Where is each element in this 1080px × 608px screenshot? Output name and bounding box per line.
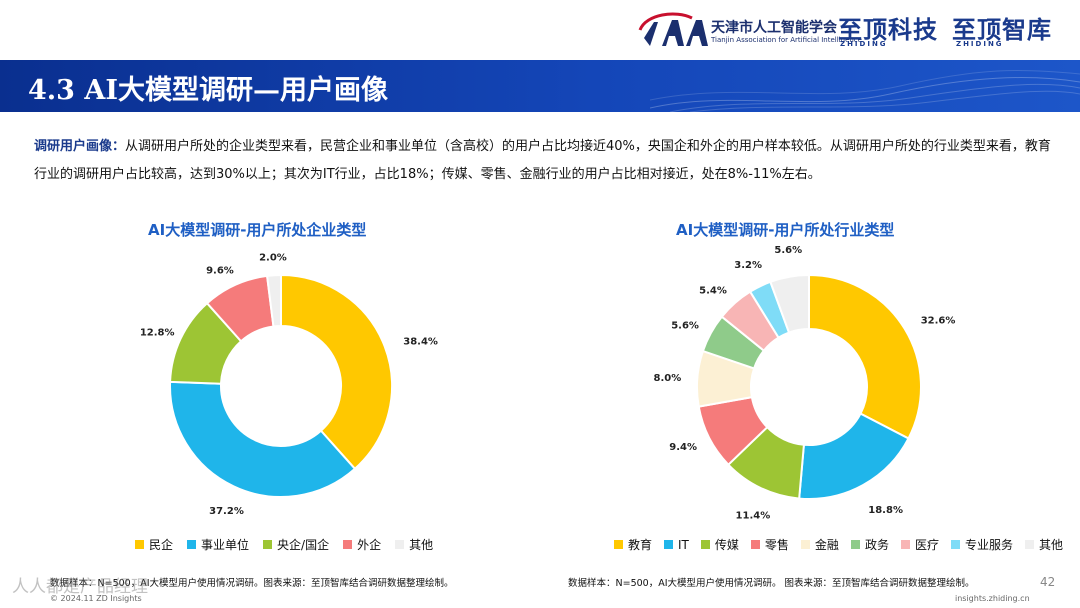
legend-swatch	[850, 540, 860, 549]
legend-label: 政务	[864, 538, 889, 552]
legend-item-民企: 民企	[135, 536, 173, 553]
legend-label: 民企	[149, 538, 174, 552]
legend-label: 传媒	[714, 538, 739, 552]
description-text: 从调研用户所处的企业类型来看，民营企业和事业单位（含高校）的用户占比均接近40%…	[34, 139, 1051, 182]
data-label-零售: 9.4%	[669, 442, 697, 453]
slice-民企	[280, 273, 393, 471]
page-number: 42	[1040, 575, 1056, 589]
data-label-其他: 2.0%	[259, 252, 287, 263]
legend-item-外企: 外企	[343, 536, 381, 553]
taai-logo	[638, 12, 708, 46]
legend-swatch	[900, 540, 910, 549]
slice-教育	[808, 273, 922, 440]
copyright: © 2024.11 ZD Insights	[50, 594, 142, 603]
legend-swatch	[343, 540, 353, 549]
brand-zhiding-tech: 至顶科技	[838, 16, 938, 44]
data-label-事业单位: 37.2%	[209, 506, 244, 517]
data-label-教育: 32.6%	[921, 315, 956, 326]
legend-swatch	[614, 540, 623, 549]
legend-item-专业服务: 专业服务	[950, 536, 1013, 553]
slice-其他	[265, 273, 282, 328]
legend-enterprise: 民企 事业单位 央企/国企 外企 其他	[135, 536, 433, 553]
legend-swatch	[135, 540, 144, 549]
description: 调研用户画像：从调研用户所处的企业类型来看，民营企业和事业单位（含高校）的用户占…	[34, 133, 1054, 189]
data-label-民企: 38.4%	[403, 336, 438, 347]
legend-label: 教育	[628, 538, 653, 552]
data-label-专业服务: 3.2%	[734, 260, 762, 271]
slice-事业单位	[169, 380, 357, 498]
legend-swatch	[263, 540, 273, 549]
legend-label: 事业单位	[201, 538, 250, 552]
legend-swatch	[664, 540, 674, 549]
legend-item-零售: 零售	[750, 536, 789, 553]
slice-IT	[798, 412, 910, 500]
brand-zhiding-think-tank-sub: ZHIDING	[956, 40, 1004, 48]
legend-item-教育: 教育	[614, 536, 652, 553]
legend-item-医疗: 医疗	[900, 536, 939, 553]
org-name: 天津市人工智能学会	[711, 20, 837, 36]
legend-item-IT: IT	[664, 536, 689, 553]
title-bar: 4.3 AI大模型调研—用户画像	[0, 60, 1080, 112]
data-label-外企: 9.6%	[206, 266, 234, 277]
legend-item-金融: 金融	[800, 536, 839, 553]
legend-item-其他: 其他	[395, 536, 433, 553]
legend-swatch	[187, 540, 197, 549]
legend-label: 其他	[1038, 538, 1063, 552]
data-label-IT: 18.8%	[868, 505, 903, 516]
legend-swatch	[800, 540, 810, 549]
legend-label: 医疗	[914, 538, 939, 552]
chart-title-industry: AI大模型调研-用户所处行业类型	[676, 221, 895, 239]
legend-label: 零售	[764, 538, 789, 552]
legend-item-其他: 其他	[1024, 536, 1063, 553]
footer-note-right: 数据样本：N=500，AI大模型用户使用情况调研。 图表来源：至顶智库结合调研数…	[568, 578, 975, 589]
page-title: 4.3 AI大模型调研—用户画像	[28, 75, 388, 106]
legend-label: IT	[678, 537, 689, 552]
legend-item-政务: 政务	[850, 536, 889, 553]
slice-其他	[769, 273, 810, 334]
legend-item-传媒: 传媒	[700, 536, 739, 553]
legend-item-事业单位: 事业单位	[187, 536, 249, 553]
website: insights.zhiding.cn	[955, 594, 1030, 603]
data-label-央企/国企: 12.8%	[140, 328, 175, 339]
legend-swatch	[700, 540, 710, 549]
chart-title-enterprise: AI大模型调研-用户所处企业类型	[148, 221, 367, 239]
legend-industry: 教育 IT 传媒 零售 金融 政务 医疗 专业服务 其他	[614, 536, 1063, 553]
brand-zhiding-tech-sub: ZHIDING	[840, 40, 888, 48]
legend-swatch	[750, 540, 760, 549]
data-label-金融: 8.0%	[654, 373, 682, 384]
org-name-en: Tianjin Association for Artificial Intel…	[711, 36, 862, 44]
description-lead: 调研用户画像：	[34, 139, 126, 154]
legend-swatch	[1024, 540, 1034, 549]
legend-item-央企/国企: 央企/国企	[263, 536, 329, 553]
watermark: 人人都是产品经理	[12, 577, 148, 597]
footer-note-left: 数据样本：N=500，AI大模型用户使用情况调研。图表来源：至顶智库结合调研数据…	[50, 578, 454, 589]
data-label-其他: 5.6%	[774, 245, 802, 256]
legend-label: 央企/国企	[277, 538, 330, 552]
data-label-医疗: 5.4%	[699, 285, 727, 296]
data-label-传媒: 11.4%	[736, 510, 771, 521]
header: 天津市人工智能学会 Tianjin Association for Artifi…	[0, 0, 1080, 60]
legend-swatch	[395, 540, 405, 549]
decorative-waves	[650, 69, 1080, 112]
brand-zhiding-think-tank: 至顶智库	[952, 16, 1052, 44]
legend-label: 金融	[814, 538, 839, 552]
legend-swatch	[950, 540, 960, 549]
legend-label: 其他	[409, 538, 434, 552]
data-label-政务: 5.6%	[671, 320, 699, 331]
legend-label: 外企	[357, 538, 382, 552]
legend-label: 专业服务	[964, 538, 1013, 552]
